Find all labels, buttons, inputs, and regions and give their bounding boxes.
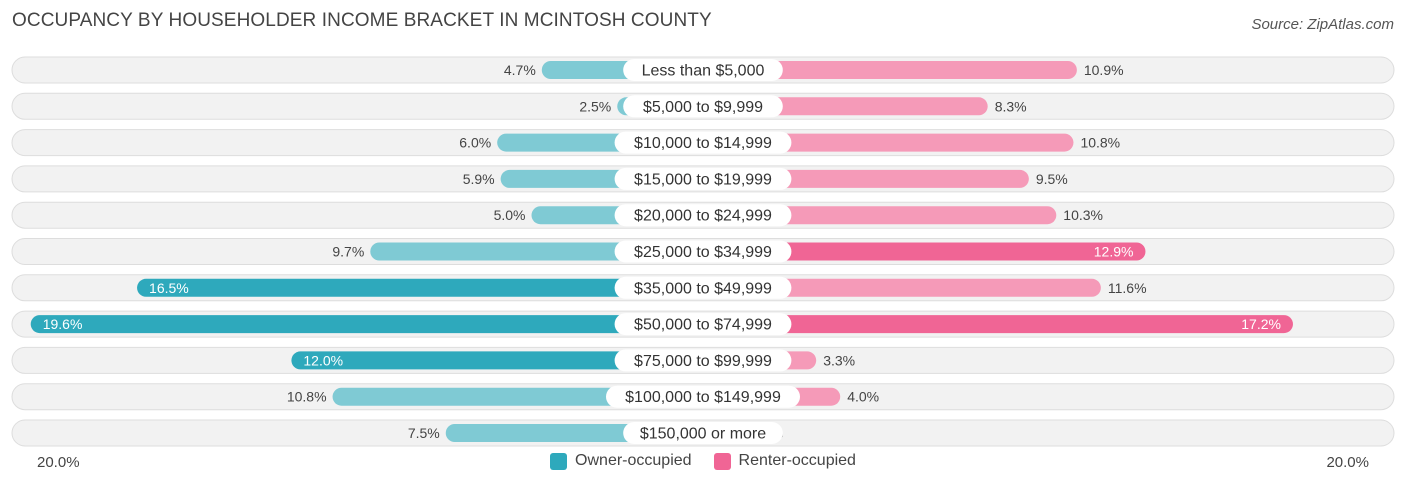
diverging-bar-chart: 4.7% 10.9% Less than $5,000 2.5% 8.3% $5,000 …: [11, 56, 1395, 447]
owner-value-label: 9.7%: [332, 244, 364, 260]
owner-value-label: 19.6%: [43, 316, 83, 332]
owner-value-label: 7.5%: [408, 425, 440, 441]
owner-value-label: 5.9%: [463, 171, 495, 187]
legend-item-owner: Owner-occupied: [550, 452, 692, 470]
renter-value-label: 10.3%: [1063, 207, 1103, 223]
renter-bar: [703, 315, 1293, 334]
category-label: $150,000 or more: [640, 426, 766, 443]
category-label-pill: [614, 276, 792, 299]
category-label-pill: [614, 167, 792, 190]
legend-swatch-owner: [550, 452, 568, 470]
category-label: $5,000 to $9,999: [643, 99, 763, 116]
owner-value-label: 4.7%: [504, 62, 536, 78]
owner-bar: [30, 315, 704, 334]
category-label-pill: [614, 313, 792, 336]
category-label: $10,000 to $14,999: [634, 135, 772, 152]
category-label-pill: [623, 59, 783, 81]
source-credit: Source: ZipAtlas.com: [1251, 16, 1394, 33]
renter-bar: [703, 278, 1101, 297]
owner-bar: [137, 278, 704, 297]
category-label: $20,000 to $24,999: [634, 208, 772, 225]
category-label: Less than $5,000: [642, 63, 765, 80]
category-label: $100,000 to $149,999: [625, 389, 781, 406]
category-label-pill: [614, 204, 792, 227]
renter-value-label: 8.3%: [995, 98, 1027, 114]
renter-bar: [703, 242, 1146, 261]
renter-value-label: 10.8%: [1080, 135, 1120, 151]
renter-bar: [703, 61, 1077, 79]
renter-value-label: 11.6%: [1108, 280, 1147, 296]
axis-left-label: 20.0%: [37, 454, 80, 471]
owner-value-label: 2.5%: [579, 98, 611, 114]
axis-right-label: 20.0%: [1326, 454, 1369, 471]
legend-item-renter: Renter-occupied: [713, 452, 856, 470]
owner-bar: [291, 351, 703, 370]
category-label: $35,000 to $49,999: [634, 280, 772, 297]
renter-bar: [703, 206, 1057, 225]
owner-value-label: 16.5%: [149, 280, 189, 296]
renter-value-label: 3.3%: [823, 352, 855, 368]
renter-value-label: 9.5%: [1036, 171, 1068, 187]
category-label-pill: [614, 349, 792, 372]
category-label: $25,000 to $34,999: [634, 244, 772, 261]
category-label-pill: [623, 422, 783, 444]
legend-swatch-renter: [713, 452, 731, 470]
owner-value-label: 12.0%: [303, 352, 343, 368]
renter-value-label: 17.2%: [1241, 316, 1281, 332]
renter-value-label: 4.0%: [847, 389, 879, 405]
category-label-pill: [614, 240, 792, 263]
owner-value-label: 10.8%: [287, 389, 327, 405]
category-label-pill: [614, 131, 792, 154]
legend-label-renter: Renter-occupied: [738, 452, 856, 469]
chart-title: OCCUPANCY BY HOUSEHOLDER INCOME BRACKET …: [12, 10, 712, 31]
owner-value-label: 5.0%: [494, 207, 526, 223]
category-label-pill: [623, 95, 783, 118]
legend-label-owner: Owner-occupied: [575, 452, 692, 469]
legend: Owner-occupied Renter-occupied: [0, 452, 1406, 470]
category-label: $15,000 to $19,999: [634, 171, 772, 188]
owner-value-label: 6.0%: [459, 135, 491, 151]
renter-value-label: 12.9%: [1094, 244, 1134, 260]
category-label: $50,000 to $74,999: [634, 317, 772, 334]
category-label: $75,000 to $99,999: [634, 353, 772, 370]
renter-value-label: 10.9%: [1084, 62, 1124, 78]
renter-bar: [703, 133, 1074, 152]
category-label-pill: [606, 385, 800, 408]
